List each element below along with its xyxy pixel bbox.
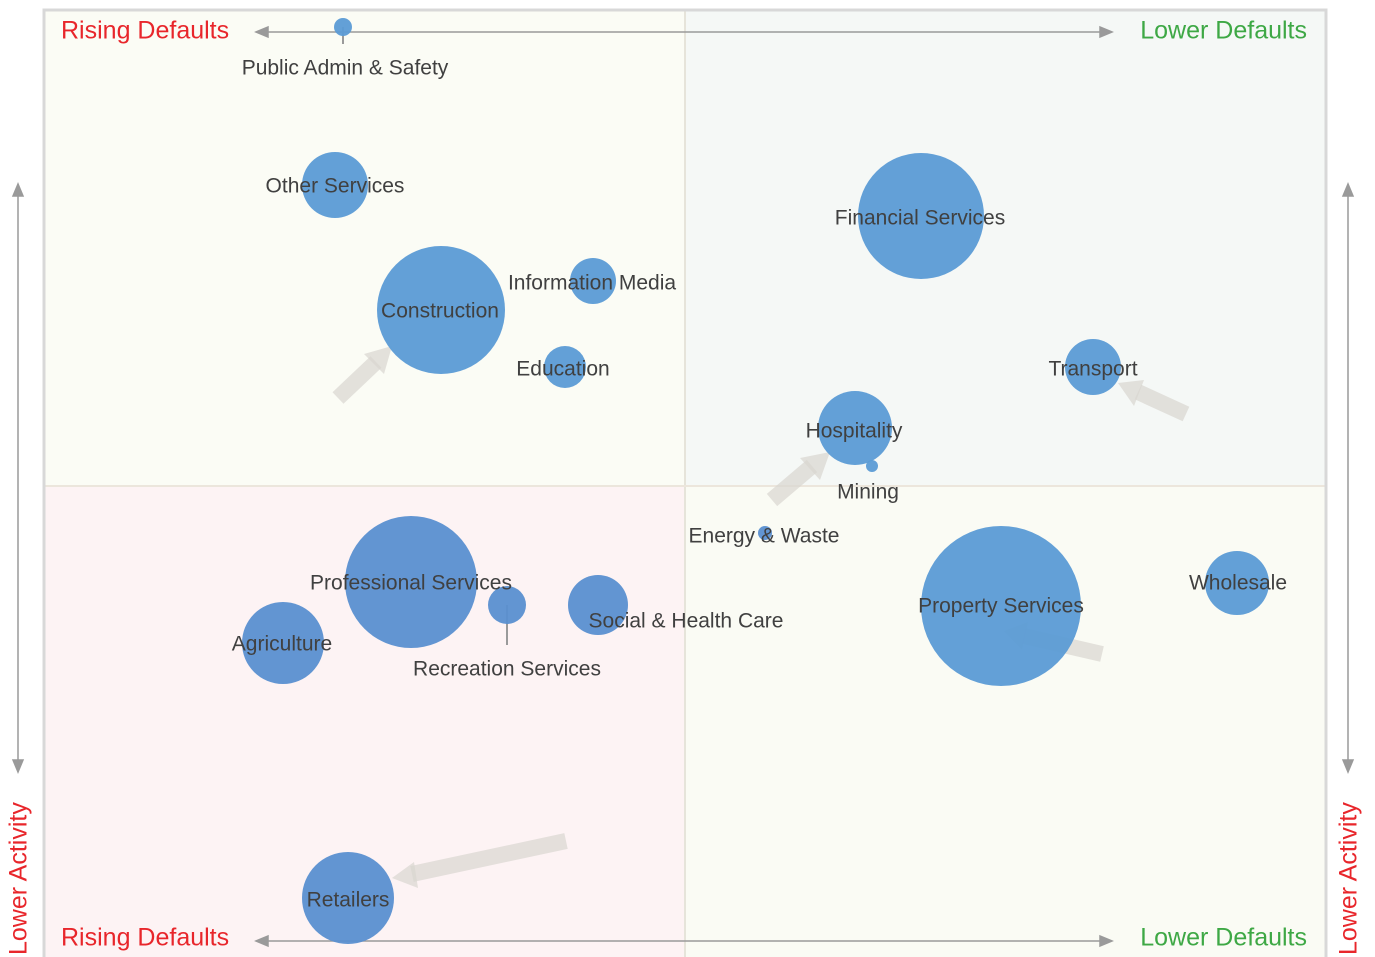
bubble-label: Retailers <box>307 889 390 912</box>
corner-label: Lower Defaults <box>1140 924 1307 952</box>
corner-label: Lower Defaults <box>1140 17 1307 45</box>
bubble <box>1205 551 1269 615</box>
bubble-label: Transport <box>1048 358 1137 381</box>
quadrant <box>44 10 685 486</box>
bubble-label: Wholesale <box>1189 572 1287 595</box>
bubble <box>488 586 526 624</box>
bubble-label: Other Services <box>266 175 405 198</box>
frame <box>42 8 1328 957</box>
bubble-label: Mining <box>837 481 899 504</box>
bubble-label: Hospitality <box>806 420 903 443</box>
bubble <box>568 575 628 635</box>
bubble <box>858 153 984 279</box>
bubble <box>302 852 394 944</box>
bubble <box>570 258 616 304</box>
bubble <box>544 346 586 388</box>
bubble <box>758 526 772 540</box>
bubble <box>302 152 368 218</box>
bubble-label: Financial Services <box>835 207 1005 230</box>
bubble-label: Agriculture <box>232 633 332 656</box>
bubble-label: Education <box>516 358 609 381</box>
bubble <box>377 246 505 374</box>
bubble <box>1065 339 1121 395</box>
bubble-label: Information Media <box>508 272 676 295</box>
bubble <box>818 391 892 465</box>
bubble-label: Property Services <box>918 595 1084 618</box>
bubble-label: Professional Services <box>310 572 512 595</box>
bubble-label: Social & Health Care <box>589 610 784 633</box>
side-label: Lower Activity <box>1335 802 1363 955</box>
bubble <box>334 18 352 36</box>
bubble-label: Public Admin & Safety <box>242 57 449 80</box>
bubble <box>866 460 878 472</box>
side-label: Lower Activity <box>5 802 33 955</box>
bubble-label: Energy & Waste <box>689 525 840 548</box>
direction-arrows <box>11 25 1355 948</box>
bubble <box>921 526 1081 686</box>
quadrant <box>685 10 1326 486</box>
corner-label: Rising Defaults <box>61 17 229 45</box>
bubble <box>345 516 477 648</box>
bubble-label: Recreation Services <box>413 658 601 681</box>
bubbles <box>242 18 1269 944</box>
bubble <box>242 602 324 684</box>
bubble-label: Construction <box>381 300 499 323</box>
corner-label: Rising Defaults <box>61 924 229 952</box>
labels: Public Admin & Safety Other Services Const… <box>232 57 1287 912</box>
